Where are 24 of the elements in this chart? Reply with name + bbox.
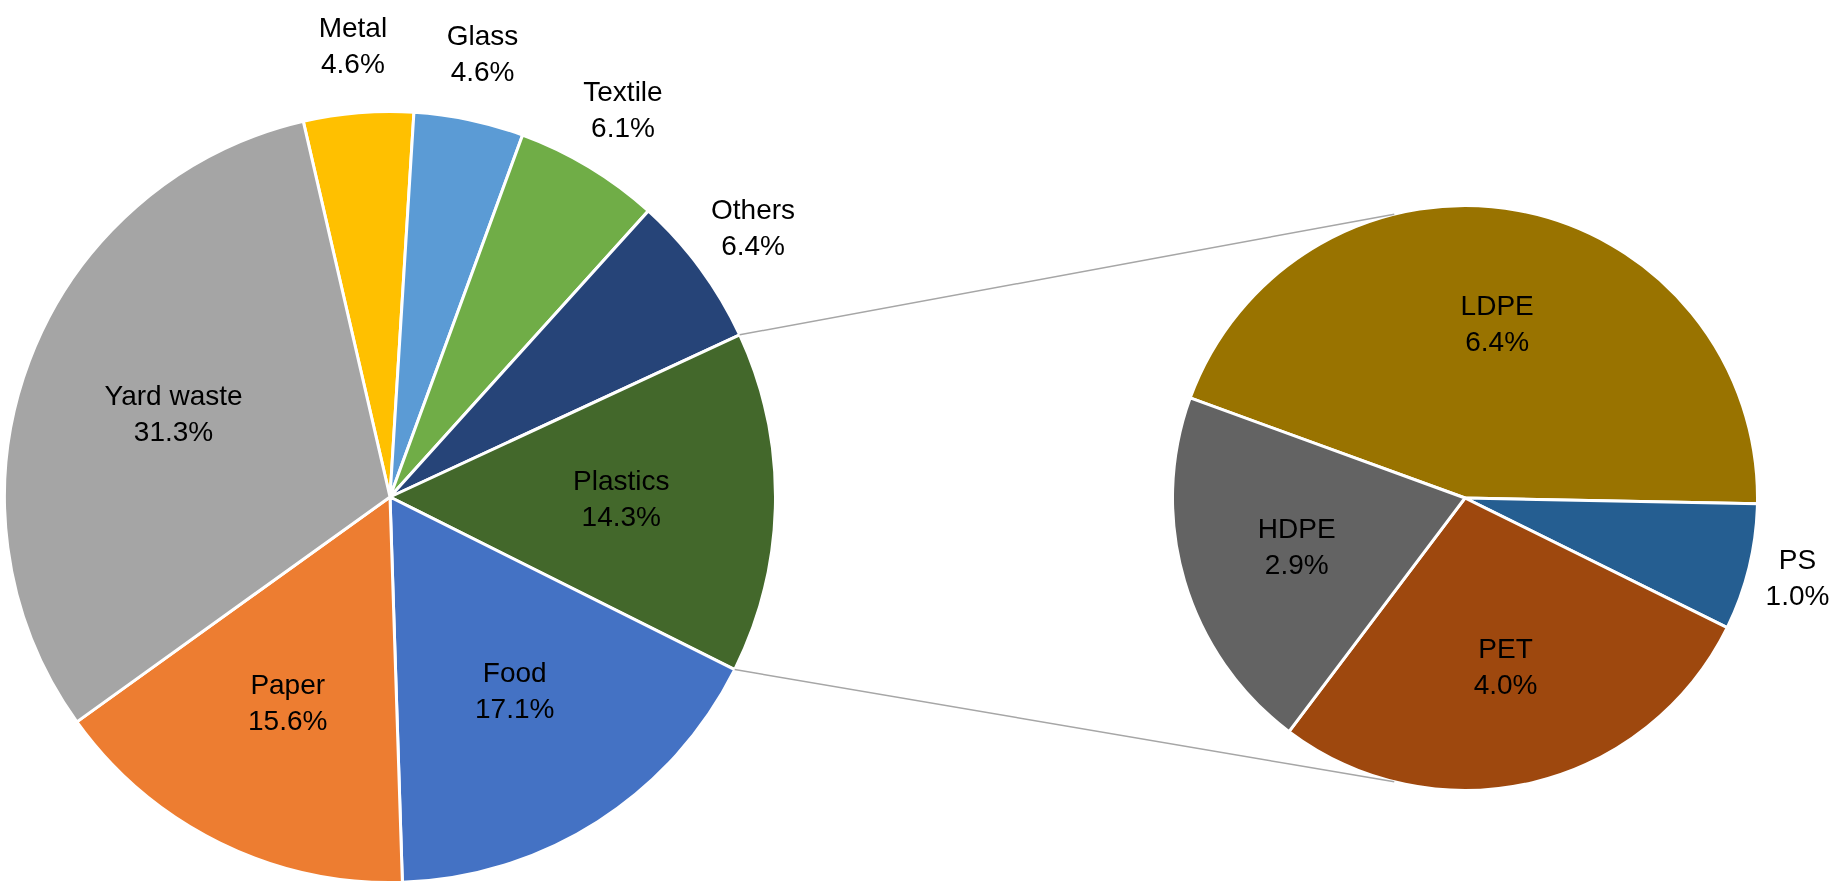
data-label: 31.3%	[133, 416, 214, 448]
slice-label: LDPE	[1460, 290, 1534, 322]
data-label: 1.0%	[1765, 579, 1830, 611]
data-label: 4.0%	[1473, 669, 1538, 701]
slice-label: Metal	[318, 12, 388, 44]
slice-label: Paper	[250, 669, 326, 701]
data-label: 4.6%	[320, 48, 385, 80]
data-label: 17.1%	[474, 692, 555, 724]
data-label: 6.1%	[591, 111, 655, 143]
slice-label: Others	[711, 194, 796, 226]
slice-label: Yard waste	[104, 380, 243, 412]
data-label: 6.4%	[1465, 326, 1530, 358]
data-label: 14.3%	[581, 501, 661, 533]
data-label: 6.4%	[721, 230, 785, 262]
slice-label: Food	[482, 656, 547, 688]
slice-label: Glass	[446, 20, 519, 52]
slice-label: PS	[1778, 543, 1817, 575]
slice-label: HDPE	[1257, 512, 1336, 544]
slice-label: Textile	[583, 75, 663, 107]
data-label: 15.6%	[248, 705, 328, 737]
data-label: 4.6%	[450, 56, 515, 88]
data-label: 2.9%	[1264, 548, 1329, 580]
slice-label: Plastics	[573, 465, 670, 497]
slice-label: PET	[1478, 633, 1533, 665]
